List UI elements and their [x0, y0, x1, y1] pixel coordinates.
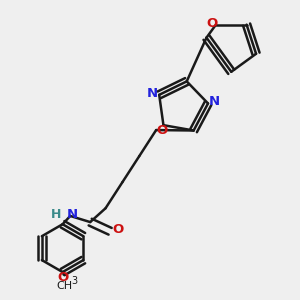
Text: O: O: [156, 124, 167, 137]
Text: O: O: [207, 16, 218, 30]
Text: N: N: [209, 95, 220, 108]
Text: O: O: [112, 223, 123, 236]
Text: 3: 3: [71, 276, 77, 286]
Text: N: N: [66, 208, 77, 221]
Text: H: H: [51, 208, 62, 221]
Text: CH: CH: [56, 281, 72, 291]
Text: O: O: [57, 272, 68, 284]
Text: N: N: [147, 87, 158, 100]
